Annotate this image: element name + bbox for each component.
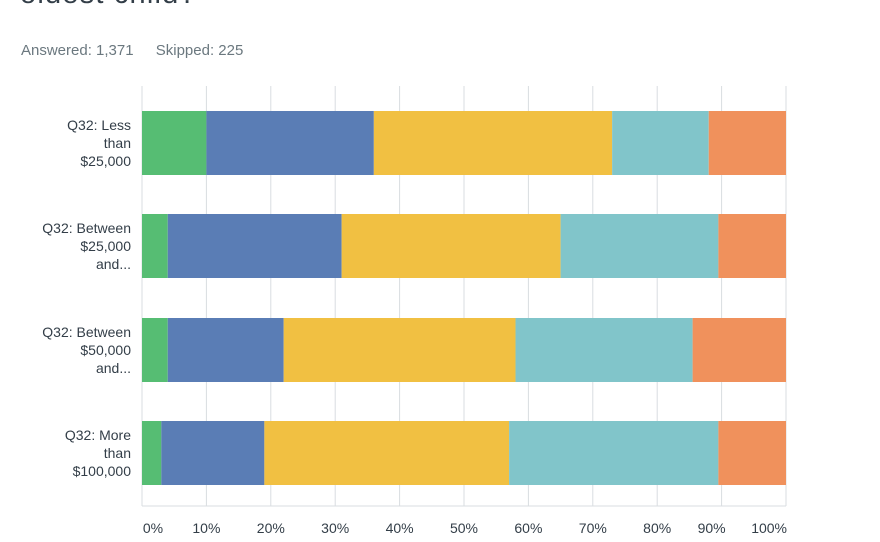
category-label-line: than <box>104 135 131 151</box>
bar-segment[interactable] <box>373 111 613 175</box>
bar-segment[interactable] <box>718 214 786 278</box>
category-label-line: Q32: More <box>65 427 131 443</box>
bar-segment[interactable] <box>718 421 786 485</box>
bar-segment[interactable] <box>509 421 719 485</box>
x-tick-label: 30% <box>321 520 349 536</box>
bar-segment[interactable] <box>692 318 786 382</box>
category-label: Q32: More than $100,000 <box>65 427 131 479</box>
x-tick-label: 20% <box>257 520 285 536</box>
bar-segment[interactable] <box>161 421 265 485</box>
category-label: Q32: Between $50,000 and... <box>42 324 131 376</box>
bar-segment[interactable] <box>142 111 207 175</box>
x-axis-ticks: 0% 10% 20% 30% 40% 50% 60% 70% 80% 90% 100% <box>143 520 787 536</box>
bar-segment[interactable] <box>708 111 786 175</box>
bar-segment[interactable] <box>515 318 693 382</box>
category-label-line: $50,000 <box>80 342 131 358</box>
category-label-line: Q32: Between <box>42 324 131 340</box>
bar-segment[interactable] <box>142 214 168 278</box>
category-label-line: than <box>104 445 131 461</box>
category-labels: Q32: Less than $25,000 Q32: Between $25,000 a… <box>42 117 131 479</box>
category-label-line: $25,000 <box>80 238 131 254</box>
skipped-count: Skipped: 225 <box>155 42 244 59</box>
bar-segment[interactable] <box>206 111 374 175</box>
bar-segment[interactable] <box>560 214 719 278</box>
question-title: oldest child? <box>20 0 197 11</box>
x-tick-label: 100% <box>751 520 787 536</box>
x-tick-label: 80% <box>643 520 671 536</box>
bar-segment[interactable] <box>264 421 510 485</box>
bar-segment[interactable] <box>283 318 516 382</box>
x-tick-label: 60% <box>514 520 542 536</box>
bar-segment[interactable] <box>142 421 162 485</box>
category-label: Q32: Less than $25,000 <box>67 117 131 169</box>
bar-segment[interactable] <box>167 318 284 382</box>
bar-segment[interactable] <box>341 214 561 278</box>
x-tick-label: 70% <box>579 520 607 536</box>
x-tick-label: 50% <box>450 520 478 536</box>
category-label-line: $25,000 <box>80 153 131 169</box>
answered-count: Answered: 1,371 <box>21 42 134 59</box>
category-label-line: and... <box>96 360 131 376</box>
bars <box>142 111 786 485</box>
x-tick-label: 0% <box>143 520 163 536</box>
bar-segment[interactable] <box>612 111 709 175</box>
category-label-line: Q32: Between <box>42 220 131 236</box>
bar-segment[interactable] <box>142 318 168 382</box>
category-label-line: Q32: Less <box>67 117 131 133</box>
category-label-line: $100,000 <box>73 463 132 479</box>
x-tick-label: 10% <box>192 520 220 536</box>
category-label-line: and... <box>96 256 131 272</box>
category-label: Q32: Between $25,000 and... <box>42 220 131 272</box>
response-stats: Answered: 1,371 Skipped: 225 <box>21 42 261 59</box>
x-tick-label: 40% <box>386 520 414 536</box>
bar-segment[interactable] <box>167 214 342 278</box>
x-tick-label: 90% <box>698 520 726 536</box>
